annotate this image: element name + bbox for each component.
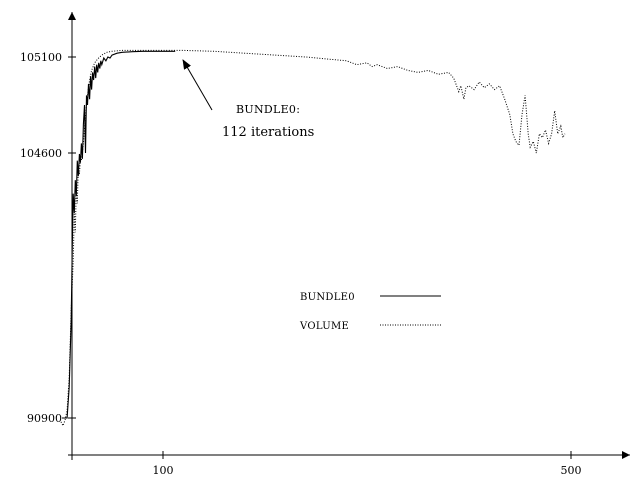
legend-label-bundle0: BUNDLE0 (300, 292, 355, 303)
x-tick-label-100: 100 (153, 464, 174, 477)
series-layer (60, 49, 566, 427)
x-tick-label-500: 500 (561, 464, 582, 477)
y-tick-label-105100: 105100 (20, 51, 62, 64)
series-line-bundle0 (62, 50, 176, 419)
ticks-layer: 100 500 90900 104600 105100 (20, 51, 582, 477)
annotation-title: BUNDLE0: (236, 103, 300, 116)
y-tick-label-104600: 104600 (20, 147, 62, 160)
annotation-arrow (182, 59, 213, 111)
y-axis-arrow (68, 12, 76, 20)
legend-label-volume: VOLUME (299, 321, 349, 332)
x-axis-arrow (622, 451, 630, 459)
annotation-text: 112 iterations (222, 125, 314, 140)
series-line-volume (60, 49, 566, 427)
legend: BUNDLE0 VOLUME (299, 292, 441, 332)
y-tick-label-90900: 90900 (27, 412, 62, 425)
